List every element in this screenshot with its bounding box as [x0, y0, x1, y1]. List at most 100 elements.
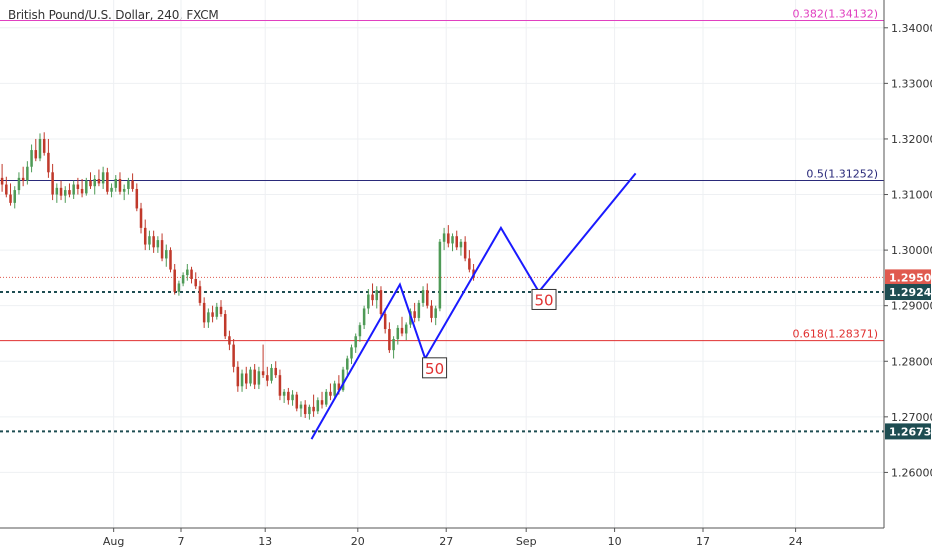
candle-body	[160, 240, 164, 259]
y-tick-label: 1.33000	[891, 77, 932, 90]
candle-body	[127, 180, 130, 189]
candle-body	[278, 375, 282, 396]
candle-body	[156, 240, 160, 248]
candle-body	[442, 233, 446, 242]
candle-body	[362, 308, 366, 326]
candle-body	[51, 172, 54, 195]
wave-label-box	[422, 357, 448, 379]
candle-body	[316, 400, 320, 412]
y-tick-label: 1.29000	[891, 300, 932, 313]
candle-body	[190, 269, 193, 280]
candle-body	[417, 302, 421, 318]
candle-body	[165, 250, 168, 259]
candle-body	[236, 366, 240, 387]
candle-body	[118, 178, 122, 192]
grid	[0, 0, 884, 528]
candle-body	[42, 138, 46, 153]
candle-body	[85, 180, 88, 194]
support-price-tag: 1.26738	[889, 425, 932, 438]
candle-body	[5, 184, 8, 195]
candle-body	[106, 172, 109, 192]
candle-body	[211, 312, 214, 317]
candle-body	[266, 375, 269, 381]
wave-lines: 50 50	[310, 172, 637, 440]
candle-body	[396, 327, 400, 340]
fib-level-label: 0.382(1.34132)	[792, 7, 878, 20]
candle-body	[426, 290, 429, 306]
candle-body	[249, 369, 252, 384]
candle-body	[375, 290, 379, 301]
wave-line	[310, 172, 637, 440]
y-tick-label: 1.31000	[891, 189, 932, 202]
candle-body	[47, 152, 50, 173]
candle-body	[447, 233, 450, 244]
current-price-tag-bg	[885, 269, 931, 286]
candle-body	[379, 290, 383, 315]
candle-body	[270, 367, 273, 381]
candle-body	[38, 138, 42, 159]
candle-body	[244, 373, 248, 384]
candle-body	[413, 311, 416, 318]
candle-body	[232, 344, 235, 367]
x-tick-label: 17	[696, 535, 710, 548]
candle-body	[303, 404, 307, 415]
price-tags: 1.29509 1.29246 1.26738	[885, 269, 932, 440]
candle-body	[240, 373, 244, 387]
y-tick-label: 1.32000	[891, 133, 932, 146]
x-tick-label: 7	[178, 535, 185, 548]
candle-body	[63, 190, 67, 196]
candle-body	[17, 177, 21, 191]
candle-body	[68, 190, 71, 195]
candle-body	[148, 236, 151, 245]
candle-body	[194, 279, 198, 287]
candle-body	[72, 184, 75, 195]
candle-body	[253, 369, 256, 385]
candle-body	[320, 400, 324, 405]
candle-body	[324, 391, 328, 405]
y-tick-label: 1.28000	[891, 355, 932, 368]
candle-body	[459, 241, 463, 248]
candle-body	[367, 294, 370, 309]
support-price-tag: 1.29246	[889, 286, 932, 299]
candle-body	[215, 306, 219, 317]
fib-level-label: 0.618(1.28371)	[792, 328, 878, 341]
x-tick-label: Aug	[103, 535, 124, 548]
candle-body	[451, 236, 454, 244]
y-tick-label: 1.30000	[891, 244, 932, 257]
candle-body	[198, 286, 202, 303]
candle-body	[21, 177, 25, 181]
x-tick-label: 24	[789, 535, 803, 548]
candle-body	[114, 178, 118, 188]
candle-body	[59, 187, 63, 196]
candle-body	[89, 180, 92, 187]
candle-body	[55, 187, 59, 195]
candle-body	[202, 302, 206, 323]
candle-body	[341, 369, 345, 391]
support-price-tag-bg	[885, 284, 931, 301]
candle-body	[392, 339, 395, 351]
candle-body	[430, 305, 433, 318]
candle-body	[438, 241, 442, 309]
candle-body	[350, 347, 353, 359]
candle-body	[287, 391, 290, 401]
support-price-tag-bg	[885, 423, 931, 440]
candle-body	[173, 269, 176, 292]
fib-level-label: 0.5(1.31252)	[806, 168, 878, 181]
y-tick-label: 1.34000	[891, 22, 932, 35]
candle-body	[93, 178, 96, 187]
candle-body	[97, 178, 101, 184]
candle-body	[122, 188, 126, 192]
candle-body	[455, 236, 458, 248]
candle-body	[274, 367, 277, 376]
candle-body	[219, 306, 223, 315]
candle-body	[169, 250, 172, 270]
candle-body	[181, 275, 185, 284]
x-tick-label: 27	[439, 535, 453, 548]
candle-body	[337, 383, 341, 391]
x-tick-label: Sep	[516, 535, 537, 548]
candle-body	[404, 324, 408, 334]
candle-body	[143, 227, 147, 245]
y-tick-label: 1.26000	[891, 466, 932, 479]
